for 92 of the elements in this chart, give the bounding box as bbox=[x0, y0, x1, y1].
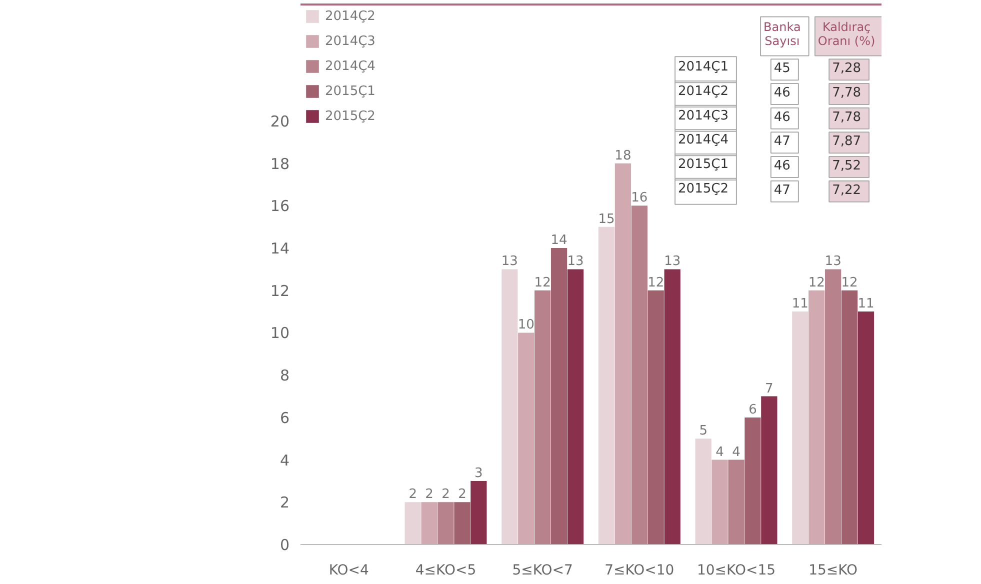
data-label: 15 bbox=[598, 212, 615, 227]
data-label: 12 bbox=[808, 275, 825, 290]
annotation: 2015Ç1 bbox=[678, 157, 728, 172]
annotation: 2015Ç2 bbox=[678, 181, 728, 196]
annotation: Kaldıraç Oranı (%) bbox=[818, 20, 876, 48]
x-tick-label: 5≤KO<7 bbox=[512, 562, 573, 578]
annotation: 7,28 bbox=[832, 61, 862, 76]
data-label: 3 bbox=[474, 466, 483, 481]
bar bbox=[792, 312, 808, 544]
y-tick-label: 12 bbox=[270, 282, 290, 300]
data-label: 13 bbox=[501, 254, 518, 270]
y-tick-label: 0 bbox=[280, 536, 290, 554]
legend-label: 2015Ç1 bbox=[325, 84, 376, 98]
x-tick-label: 7≤KO<10 bbox=[604, 562, 674, 578]
bar bbox=[728, 460, 744, 544]
data-label: 7 bbox=[765, 381, 774, 396]
legend-label: 2014Ç4 bbox=[325, 58, 376, 74]
annotation: 47 bbox=[774, 182, 790, 198]
y-tick-label: 16 bbox=[270, 197, 290, 216]
x-tick-label: KO<4 bbox=[328, 562, 370, 578]
data-label: 13 bbox=[567, 254, 584, 270]
bar bbox=[421, 502, 438, 544]
y-tick-label: 18 bbox=[270, 154, 290, 173]
bar bbox=[550, 248, 568, 544]
data-label: 4 bbox=[732, 444, 740, 460]
y-tick-label: 14 bbox=[270, 240, 290, 258]
data-label: 18 bbox=[614, 148, 632, 164]
bar bbox=[567, 269, 584, 544]
bar bbox=[518, 332, 534, 544]
data-label: 11 bbox=[792, 296, 808, 312]
bar bbox=[648, 290, 664, 544]
data-label: 12 bbox=[534, 275, 551, 290]
bar bbox=[695, 438, 712, 544]
annotation: 7,78 bbox=[832, 85, 862, 100]
bar bbox=[534, 290, 551, 544]
data-label: 13 bbox=[824, 254, 842, 270]
bar bbox=[761, 396, 778, 544]
annotation: 46 bbox=[774, 85, 790, 100]
annotation: 47 bbox=[774, 134, 790, 150]
bar bbox=[438, 502, 454, 544]
y-tick-label: 20 bbox=[270, 112, 290, 130]
data-label: 10 bbox=[518, 318, 534, 333]
bar bbox=[614, 163, 632, 544]
data-label: 12 bbox=[841, 275, 858, 290]
data-label: 2 bbox=[442, 487, 450, 502]
bar bbox=[744, 417, 761, 544]
bar bbox=[808, 290, 825, 544]
bar bbox=[631, 206, 648, 544]
annotation: 45 bbox=[774, 61, 790, 76]
legend-label: 2014Ç2 bbox=[325, 8, 376, 24]
annotation: 2014Ç4 bbox=[678, 132, 728, 148]
legend-label: 2015Ç2 bbox=[325, 108, 376, 124]
data-label: 6 bbox=[748, 402, 757, 418]
annotation: 46 bbox=[774, 110, 790, 125]
data-label: 11 bbox=[858, 296, 874, 312]
bar bbox=[502, 269, 518, 544]
annotation: 7,22 bbox=[832, 182, 862, 198]
y-tick-label: 10 bbox=[270, 324, 290, 342]
data-label: 2 bbox=[408, 487, 417, 502]
annotation: 2014Ç1 bbox=[678, 60, 728, 75]
data-label: 5 bbox=[699, 424, 708, 439]
y-tick-label: 4 bbox=[280, 451, 290, 470]
bar bbox=[404, 502, 421, 544]
bar bbox=[825, 269, 842, 544]
data-label: 14 bbox=[550, 233, 568, 248]
x-tick-label: 4≤KO<5 bbox=[415, 562, 476, 578]
bar bbox=[454, 502, 470, 544]
data-label: 12 bbox=[648, 275, 664, 290]
x-tick-label: 15≤KO bbox=[808, 562, 858, 578]
annotation: 2014Ç3 bbox=[678, 108, 728, 124]
bar bbox=[841, 290, 858, 544]
annotation: Banka Sayısı bbox=[764, 20, 801, 48]
legend-label: 2014Ç3 bbox=[325, 34, 376, 48]
annotation: 7,52 bbox=[832, 158, 862, 174]
x-tick-label: 10≤KO<15 bbox=[696, 562, 776, 578]
bar bbox=[712, 460, 728, 544]
y-tick-label: 8 bbox=[280, 366, 290, 385]
bar bbox=[470, 480, 487, 544]
bar bbox=[598, 226, 615, 544]
bar bbox=[858, 312, 874, 544]
y-tick-label: 2 bbox=[280, 494, 290, 512]
data-label: 2 bbox=[425, 487, 434, 502]
annotation: 2014Ç2 bbox=[678, 84, 728, 99]
annotation: 46 bbox=[774, 158, 790, 174]
data-label: 13 bbox=[664, 254, 681, 270]
data-label: 2 bbox=[458, 487, 466, 502]
data-label: 4 bbox=[716, 444, 724, 460]
annotation: 7,87 bbox=[832, 134, 862, 150]
data-label: 16 bbox=[631, 190, 648, 206]
annotation: 7,78 bbox=[832, 110, 862, 125]
y-tick-label: 6 bbox=[280, 408, 290, 427]
bar bbox=[664, 269, 680, 544]
